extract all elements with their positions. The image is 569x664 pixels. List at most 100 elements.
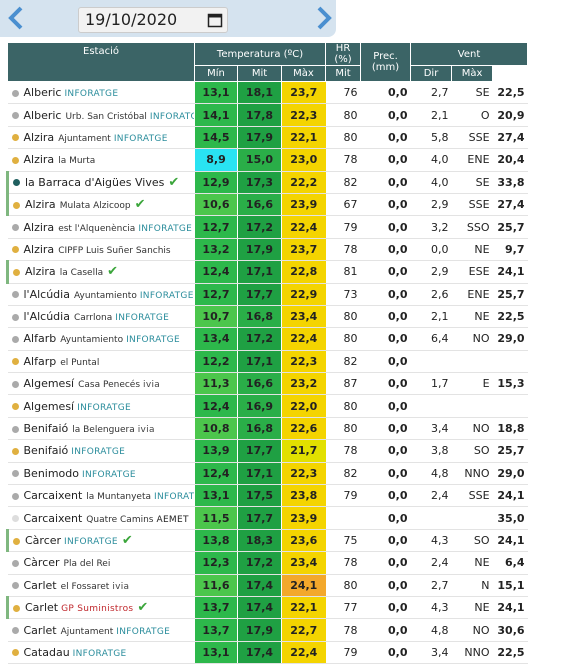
station-row: Carlet Ajuntament INFORATGE 13,7 17,9 22,7 78 0…	[7, 618, 528, 642]
station-row: Alzira Ajuntament INFORATGE 14,5 17,9 22,1 80 0…	[7, 126, 528, 150]
station-name: Carcaixent	[23, 511, 83, 525]
calendar-icon[interactable]	[207, 12, 223, 28]
value-cell: 67	[325, 193, 361, 217]
value-cell: 23,7	[280, 238, 326, 262]
status-dot	[11, 470, 19, 478]
value-cell: 0,0	[360, 283, 411, 306]
station-place: est l'Alquenència	[58, 223, 136, 234]
value-cell: 4,8	[410, 462, 452, 486]
value-cell: 79	[325, 484, 361, 508]
value-cell: 3,4	[410, 641, 452, 664]
value-cell: 14,1	[194, 103, 238, 127]
sub-header: Mín	[194, 65, 238, 82]
station-cell: Benimodo INFORATGE	[7, 462, 195, 486]
value-cell: 0,0	[360, 305, 411, 329]
value-cell: 79	[325, 641, 361, 664]
next-day[interactable]	[314, 5, 334, 31]
status-dot	[11, 291, 19, 299]
value-cell: 6,4	[492, 551, 528, 575]
prev-day[interactable]	[6, 5, 26, 31]
value-cell: 76	[325, 81, 361, 105]
station-source: INFORATGE	[77, 402, 131, 413]
value-cell: 33,8	[492, 171, 528, 194]
value-cell: 22,8	[280, 260, 326, 284]
station-name: la Barraca d'Aigües Vives	[25, 175, 165, 189]
value-cell: 2,9	[410, 260, 452, 284]
value-cell: 0,0	[360, 394, 411, 418]
status-dot	[11, 134, 19, 142]
value-cell: 87	[325, 372, 361, 396]
header-wind: Vent	[410, 42, 529, 66]
station-row: la Barraca d'Aigües Vives ✔ 12,9 17,3 22,2 82…	[6, 171, 528, 194]
value-cell: 80	[325, 394, 361, 418]
station-cell: Benifaió la Belenguera ivia	[7, 417, 195, 441]
value-cell: 78	[325, 551, 361, 575]
value-cell: SO	[451, 439, 493, 463]
value-cell: 15,0	[237, 148, 282, 172]
station-source: ivia	[112, 581, 130, 592]
value-cell: 17,1	[237, 462, 282, 486]
value-cell: 0,0	[360, 103, 411, 127]
value-cell: 17,7	[237, 283, 282, 306]
station-source: INFORATGE	[113, 133, 168, 144]
value-cell: 0,0	[360, 215, 411, 239]
value-cell: 17,2	[237, 215, 282, 239]
status-dot	[11, 358, 19, 366]
station-row: Alzira la Murta 8,9 15,0 23,0 78 0,0 4,0 ENE 20,4	[7, 148, 528, 172]
value-cell: 17,7	[237, 439, 282, 463]
value-cell	[451, 506, 493, 530]
sub-header: Màx	[451, 65, 494, 82]
value-cell: 2,1	[410, 103, 452, 127]
station-name: Algemesí	[23, 377, 75, 391]
value-cell: 0,0	[360, 171, 411, 194]
value-cell: 2,9	[410, 193, 452, 217]
verified-icon: ✔	[121, 533, 133, 548]
value-cell: 18,3	[237, 529, 282, 553]
value-cell: 17,9	[237, 126, 282, 150]
value-cell: 0,0	[360, 126, 411, 150]
status-dot	[11, 559, 19, 567]
station-place: Ajuntament	[60, 626, 114, 637]
status-dot	[11, 627, 19, 635]
value-cell: ENE	[451, 283, 493, 306]
station-row: Benifaió la Belenguera ivia 10,8 16,8 22,6 80 0…	[7, 417, 528, 441]
station-row: Algemesí Casa Penecés ivia 11,3 16,6 23,2 87 0,…	[7, 372, 528, 396]
value-cell: 0,0	[360, 484, 411, 508]
value-cell: 17,2	[237, 327, 282, 351]
date-input[interactable]: 19/10/2020	[78, 7, 228, 33]
value-cell: 17,8	[237, 103, 282, 127]
value-cell: 80	[325, 305, 361, 329]
station-row: Carlet el Fossaret ivia 11,6 17,4 24,1 80 0,0 2,…	[7, 574, 528, 597]
value-cell: 3,8	[410, 439, 452, 463]
top-bar: 19/10/2020	[0, 0, 336, 37]
station-name: Carlet	[25, 601, 59, 615]
station-place: Ajuntament	[58, 133, 111, 144]
value-cell: 81	[325, 260, 361, 284]
value-cell: 12,7	[194, 215, 238, 239]
value-cell: SSO	[451, 215, 493, 239]
value-cell: 24,1	[492, 596, 528, 620]
station-name: Alberic	[23, 86, 62, 100]
value-cell: 27,4	[492, 126, 528, 150]
value-cell: 13,1	[194, 641, 238, 664]
value-cell: 12,4	[194, 462, 238, 486]
station-name: Carcaixent	[23, 489, 83, 503]
value-cell: NE	[451, 551, 493, 575]
station-source: AEMET	[156, 514, 189, 525]
value-cell: 10,7	[194, 305, 238, 329]
station-row: Alzira la Casella ✔ 12,4 17,1 22,8 81 0,0 2,9 ESE…	[6, 260, 528, 284]
value-cell: SSE	[451, 126, 493, 150]
station-place: Ayuntamiento	[60, 335, 124, 346]
station-name: l'Alcúdia	[23, 310, 70, 324]
value-cell: 73	[325, 283, 361, 306]
station-cell: Algemesí Casa Penecés ivia	[7, 372, 195, 396]
value-cell: 2,6	[410, 283, 452, 306]
status-dot	[11, 112, 19, 120]
station-row: Alzira Mulata Alzicoop ✔ 10,6 16,6 23,9 67 0,0 2…	[6, 193, 528, 217]
station-name: l'Alcúdia	[23, 287, 70, 301]
sub-header: Dir	[410, 65, 453, 82]
value-cell: E	[451, 372, 493, 396]
value-cell: O	[451, 103, 493, 127]
station-row: Alberic INFORATGE 13,1 18,1 23,7 76 0,0 2,7 SE 22…	[7, 81, 528, 105]
